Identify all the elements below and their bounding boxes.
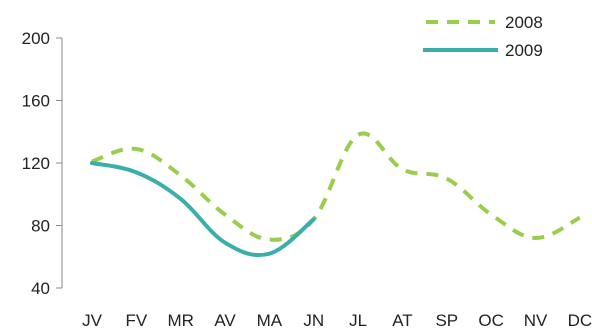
series-line-2008: [91, 131, 581, 242]
y-tick-label: 160: [22, 92, 50, 111]
y-axis: 40 80 120 160 200: [22, 29, 63, 298]
x-tick-label: FV: [125, 311, 147, 329]
series-line-2009: [90, 161, 316, 258]
x-axis-labels: JV FV MR AV MA JN JL AT SP OC NV DC: [82, 311, 592, 329]
y-ticks: 40 80 120 160 200: [22, 29, 62, 298]
x-tick-label: MA: [257, 311, 283, 329]
y-tick-label: 40: [31, 279, 50, 298]
x-tick-label: DC: [568, 311, 592, 329]
legend-label-2009: 2009: [505, 41, 543, 60]
x-tick-label: JL: [349, 311, 367, 329]
legend: 2008 2009: [423, 13, 543, 60]
x-tick-label: OC: [478, 311, 504, 329]
x-tick-label: MR: [167, 311, 193, 329]
series-lines: [90, 131, 581, 258]
x-tick-label: JN: [303, 311, 324, 329]
y-tick-label: 200: [22, 29, 50, 48]
x-tick-label: SP: [435, 311, 458, 329]
x-tick-label: AT: [392, 311, 412, 329]
legend-label-2008: 2008: [505, 13, 543, 32]
y-tick-label: 80: [31, 217, 50, 236]
y-tick-label: 120: [22, 154, 50, 173]
x-tick-label: NV: [524, 311, 548, 329]
x-tick-label: JV: [82, 311, 103, 329]
x-tick-label: AV: [214, 311, 236, 329]
